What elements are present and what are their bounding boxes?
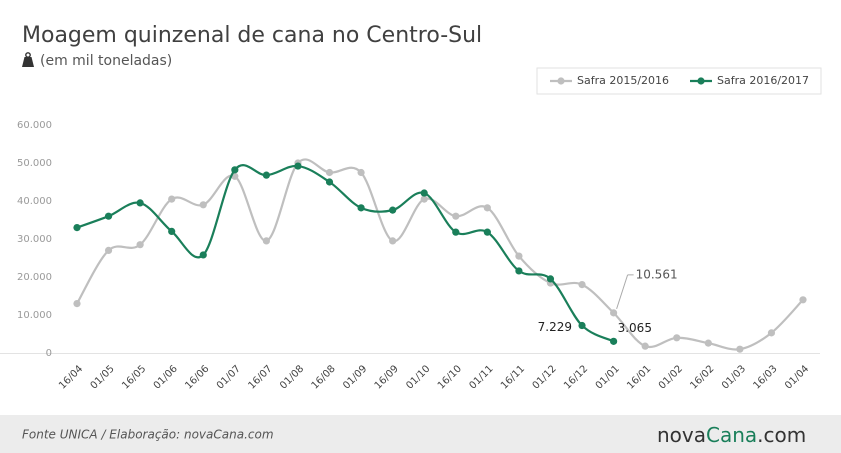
data-point [199,201,207,209]
data-point [546,275,555,283]
label-leader [616,274,629,310]
data-label: 7.229 [538,320,572,334]
data-point [104,246,113,254]
chart-subtitle: (em mil toneladas) [40,53,172,69]
data-point [231,166,239,174]
data-point [641,342,649,350]
legend-marker [557,77,565,85]
data-point [389,206,397,214]
logo: novaCana.com [657,423,806,447]
chart-title: Moagem quinzenal de cana no Centro-Sul [22,23,482,48]
y-tick-label: 60.000 [17,120,52,131]
footer [0,415,841,453]
data-label: 10.561 [636,267,678,281]
logo-part: Cana [706,423,757,447]
data-point [515,267,523,275]
data-point [610,309,618,317]
data-point [420,195,428,203]
data-point [452,212,460,220]
data-point [168,227,176,235]
data-point [799,296,807,304]
y-tick-label: 0 [46,348,52,359]
data-point [325,168,334,177]
data-point [199,251,207,259]
logo-part: nova [657,423,706,447]
y-tick-label: 10.000 [17,310,52,321]
data-point [578,321,586,330]
data-point [767,329,776,337]
data-point [452,228,460,236]
data-point [673,334,681,342]
data-point [389,237,397,245]
logo-part: .com [757,423,806,447]
source-note: Fonte UNICA / Elaboração: novaCana.com [22,428,274,442]
data-point [136,199,144,207]
y-tick-label: 50.000 [17,158,52,169]
data-point [483,204,491,212]
legend-label: Safra 2016/2017 [717,74,809,87]
data-point [420,189,428,197]
data-point [168,195,176,203]
data-point [104,212,113,220]
legend-label: Safra 2015/2016 [577,74,669,87]
data-point [136,241,144,249]
data-point [357,204,365,212]
legend-marker [697,77,705,85]
data-point [262,171,270,179]
data-point [483,228,491,236]
data-point [736,345,744,353]
data-point [578,281,586,289]
data-label: 3.065 [618,321,652,335]
data-point [294,162,302,170]
y-tick-label: 20.000 [17,272,52,283]
y-tick-label: 30.000 [17,234,52,245]
legend-box [536,67,822,95]
y-tick-label: 40.000 [17,196,52,207]
data-point [704,339,712,347]
weight-icon [22,52,34,67]
data-point [610,337,618,345]
data-point [262,237,270,245]
data-point [73,300,81,308]
data-point [357,168,365,177]
data-point [515,252,523,260]
data-point [325,178,334,186]
data-point [73,224,81,232]
